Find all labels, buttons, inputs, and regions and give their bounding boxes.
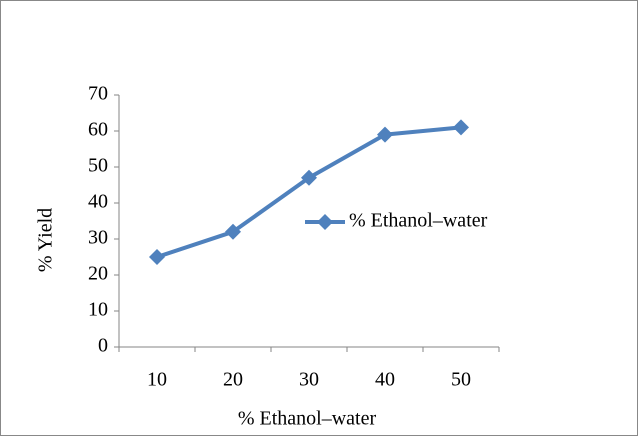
y-tick-label: 50 <box>88 155 108 177</box>
data-point <box>301 169 317 186</box>
y-tick-label: 30 <box>88 227 108 249</box>
legend-label: % Ethanol–water <box>349 210 488 232</box>
y-tick-label: 20 <box>88 263 108 285</box>
x-tick-label: 20 <box>223 369 243 391</box>
y-axis-title: % Yield <box>35 208 57 272</box>
x-tick-label: 30 <box>299 369 319 391</box>
legend-marker <box>317 214 333 230</box>
x-tick-label: 10 <box>147 369 167 391</box>
y-tick-label: 10 <box>88 299 108 321</box>
x-tick-label: 40 <box>375 369 395 391</box>
x-tick-label: 50 <box>451 369 471 391</box>
data-point <box>377 126 393 143</box>
data-point <box>453 119 469 136</box>
y-tick-label: 0 <box>98 335 108 357</box>
y-tick-label: 60 <box>88 119 108 141</box>
x-axis-title: % Ethanol–water <box>238 408 377 430</box>
data-point <box>225 223 241 240</box>
data-point <box>149 249 165 265</box>
y-tick-label: 70 <box>88 83 108 105</box>
y-tick-label: 40 <box>88 191 108 213</box>
